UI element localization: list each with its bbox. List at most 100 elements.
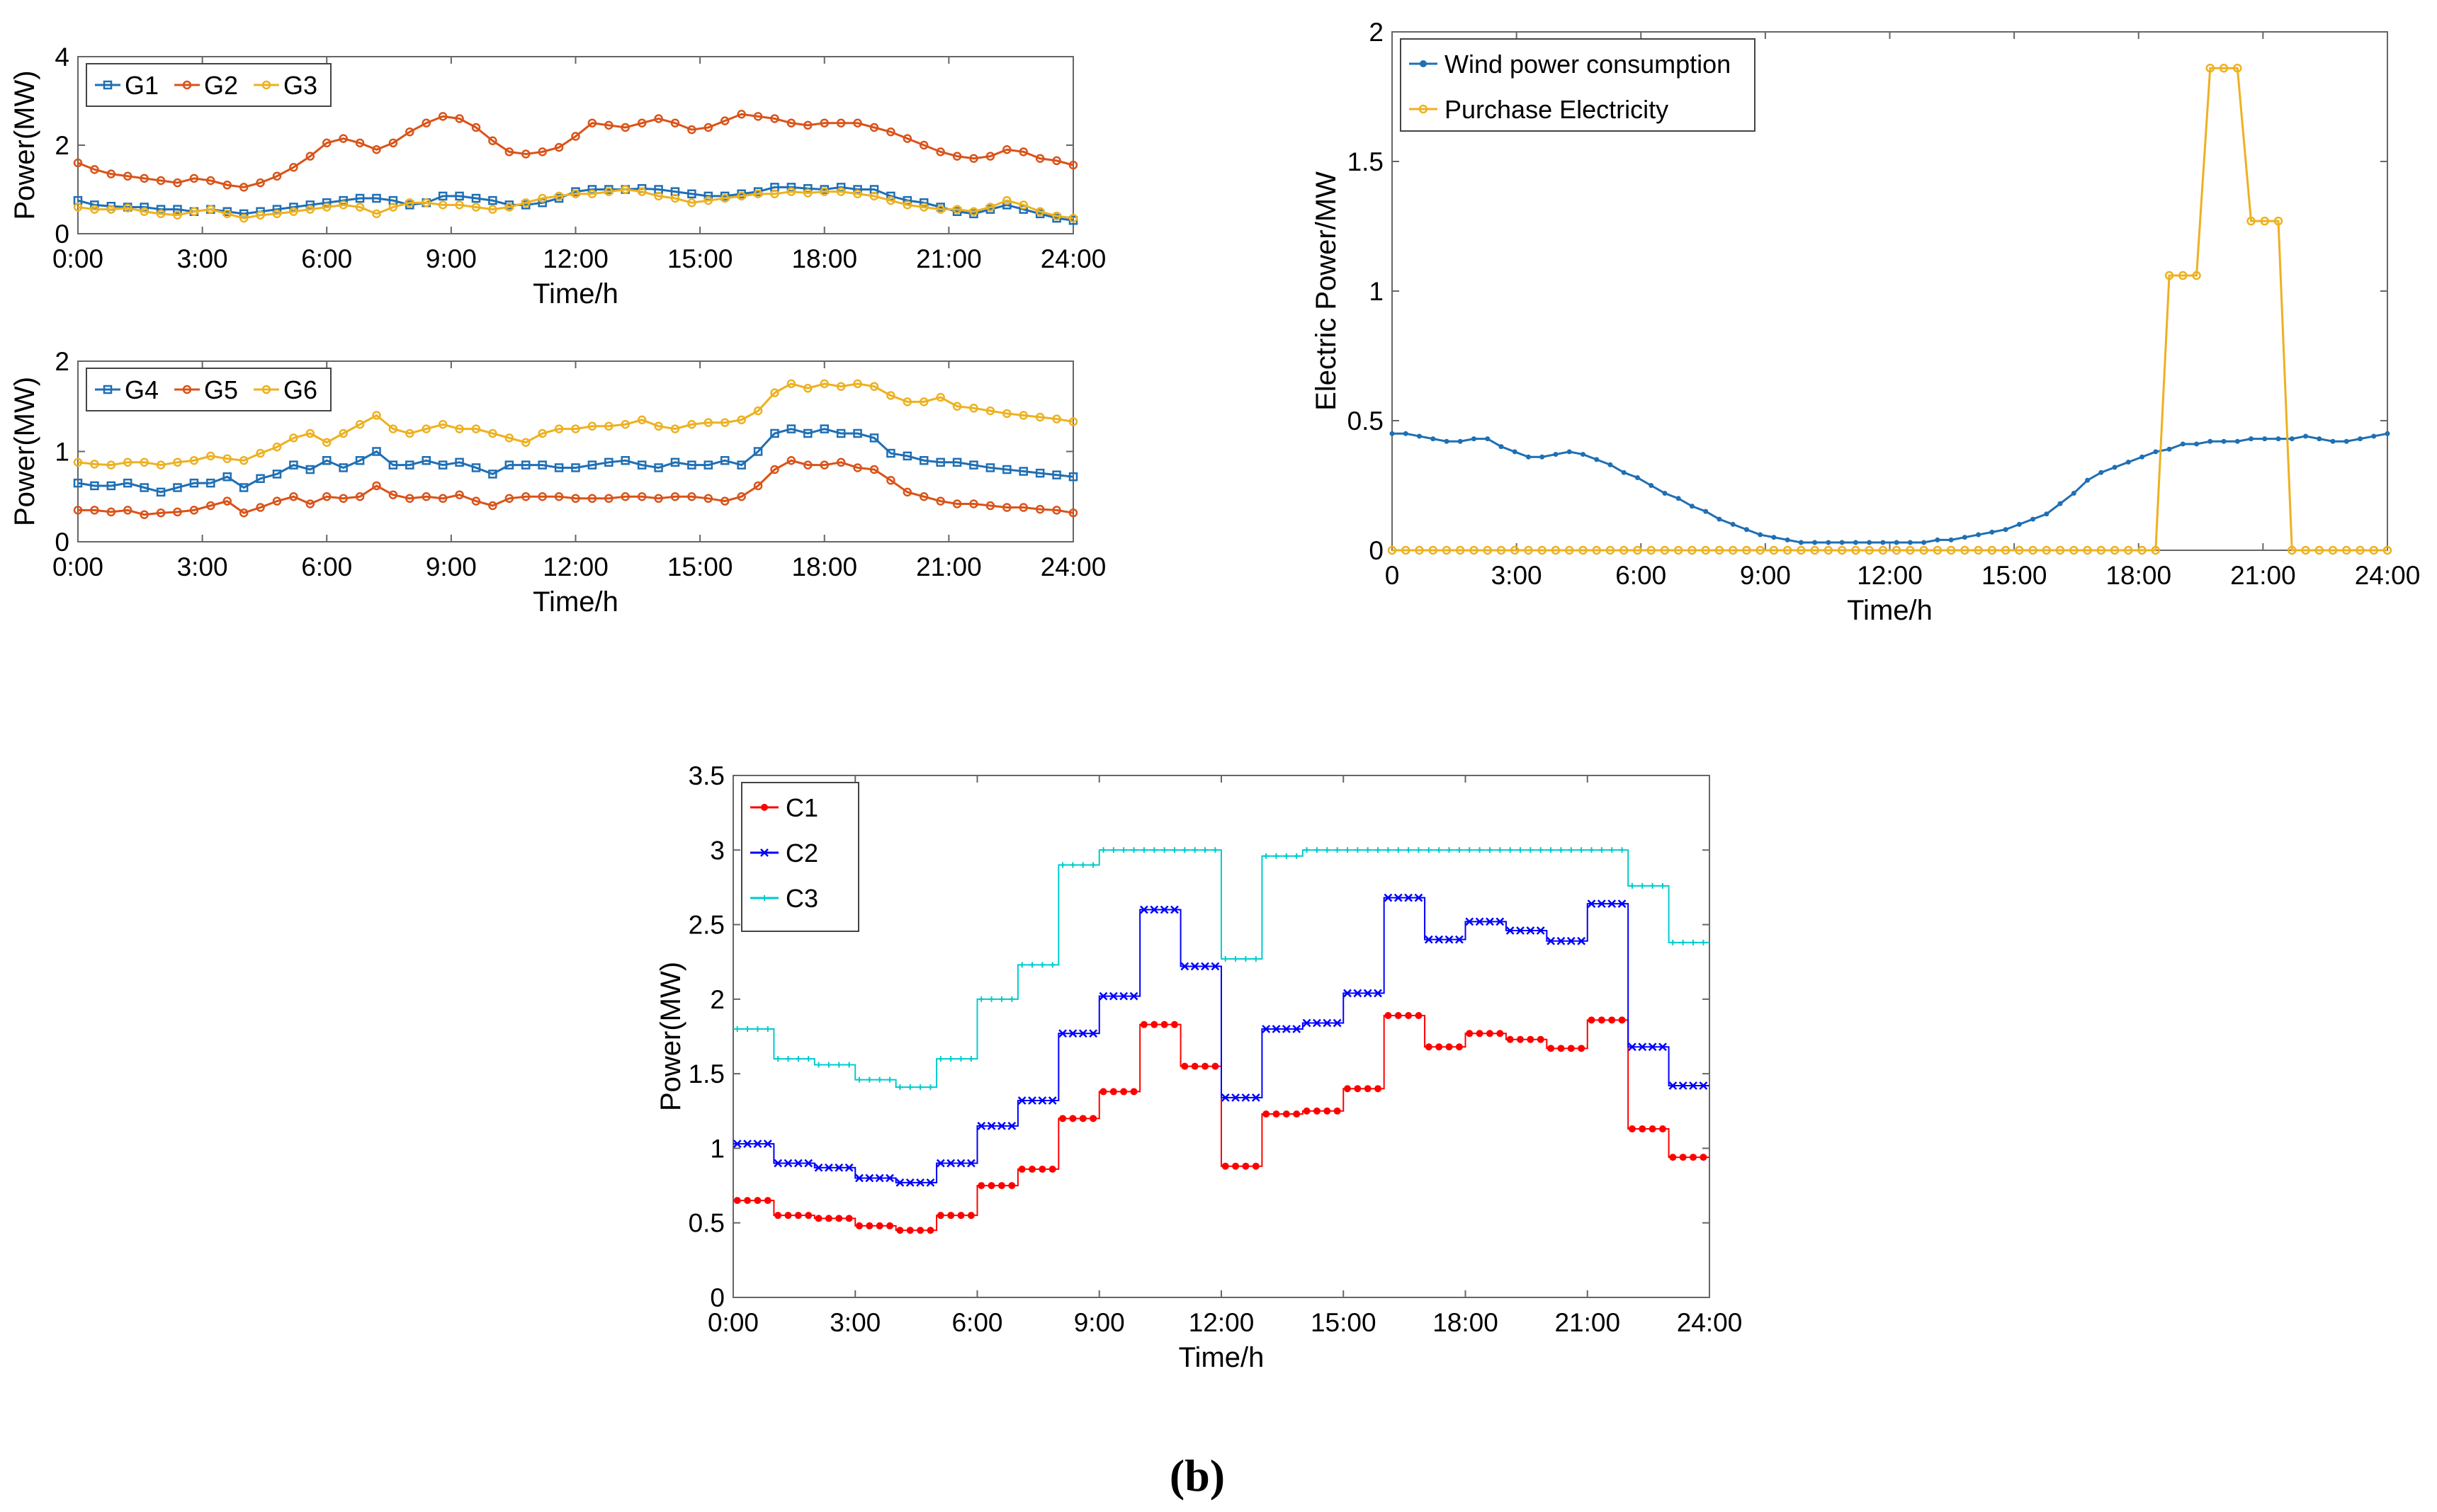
data-point-C2	[1444, 935, 1454, 944]
data-point-Wind power consumption	[1594, 457, 1600, 462]
data-point-G5	[73, 506, 83, 515]
data-point-C3	[1141, 847, 1147, 853]
data-point-G4	[920, 456, 929, 465]
data-point-C1	[1191, 1062, 1199, 1070]
data-point-G2	[156, 176, 166, 186]
data-point-G2	[803, 120, 813, 130]
data-point-C2	[1282, 1025, 1291, 1033]
data-point-C1	[1221, 1162, 1229, 1170]
x-tick-label: 18:00	[1432, 1308, 1498, 1337]
data-point-Purchase Electricity	[1592, 545, 1601, 555]
data-point-G4	[985, 463, 995, 472]
x-tick-label: 0	[1385, 561, 1400, 590]
data-point-G2	[388, 138, 398, 148]
data-point-Wind power consumption	[2030, 516, 2036, 522]
data-point-C3	[968, 1056, 974, 1062]
data-point-G3	[604, 187, 614, 196]
data-point-G4	[388, 460, 398, 470]
data-point-C2	[875, 1173, 884, 1183]
data-point-C2	[987, 1121, 996, 1130]
data-point-G6	[952, 402, 962, 411]
data-point-G6	[554, 424, 564, 433]
data-point-G4	[90, 481, 99, 491]
data-point-G5	[1052, 506, 1061, 515]
y-tick-label: 0	[710, 1283, 725, 1312]
x-tick-label: 9:00	[426, 552, 477, 581]
data-point-C2	[1241, 1093, 1250, 1102]
data-point-Purchase Electricity	[1755, 545, 1765, 555]
y-tick-label: 0	[55, 528, 69, 557]
data-point-G3	[703, 195, 713, 205]
data-point-G6	[239, 456, 249, 465]
data-point-G2	[521, 149, 531, 159]
data-point-Purchase Electricity	[2369, 545, 2379, 555]
data-point-C1	[1527, 1035, 1534, 1043]
data-point-G5	[869, 465, 879, 474]
legend-label-C2: C2	[786, 839, 818, 868]
data-point-G3	[521, 198, 531, 208]
data-point-G2	[206, 176, 215, 186]
data-point-G4	[654, 463, 663, 472]
data-point-C1	[1455, 1043, 1463, 1051]
y-tick-label: 2.5	[689, 911, 725, 940]
y-axis-label: Power(MW)	[9, 70, 40, 220]
x-tick-label: 12:00	[1189, 1308, 1255, 1337]
series-line-Purchase Electricity	[1392, 67, 2387, 552]
data-point-G6	[670, 424, 680, 433]
data-point-G6	[869, 382, 879, 391]
data-point-C2	[1363, 989, 1372, 998]
data-point-G6	[106, 460, 116, 470]
data-point-Purchase Electricity	[2288, 545, 2297, 555]
data-point-C1	[1394, 1012, 1402, 1020]
data-point-Wind power consumption	[1675, 496, 1681, 501]
x-tick-label: 6:00	[951, 1308, 1002, 1337]
data-point-G2	[405, 127, 414, 137]
data-point-C1	[1160, 1021, 1168, 1028]
data-point-C1	[825, 1215, 832, 1222]
legend-marker-G3	[261, 80, 271, 90]
data-point-C1	[754, 1197, 762, 1205]
y-tick-label: 2	[55, 347, 69, 376]
data-point-C3	[917, 1084, 924, 1091]
data-point-Wind power consumption	[2057, 501, 2063, 506]
data-point-Purchase Electricity	[2356, 545, 2365, 555]
data-point-C2	[886, 1173, 894, 1183]
data-point-Purchase Electricity	[1728, 545, 1738, 555]
data-point-G3	[405, 198, 414, 208]
data-point-G3	[73, 203, 83, 212]
data-point-C2	[1099, 991, 1108, 1001]
data-point-G3	[654, 191, 663, 201]
data-point-G2	[853, 118, 862, 127]
data-point-C3	[785, 1056, 791, 1062]
data-point-Wind power consumption	[1730, 521, 1736, 527]
data-point-C3	[1202, 847, 1209, 853]
data-point-C3	[1395, 847, 1401, 853]
data-point-C2	[936, 1159, 945, 1168]
data-point-G3	[455, 200, 464, 210]
data-point-C2	[1505, 926, 1515, 935]
data-point-C3	[1436, 847, 1442, 853]
data-point-C2	[1302, 1018, 1311, 1028]
data-point-Purchase Electricity	[2342, 545, 2351, 555]
data-point-C3	[836, 1062, 842, 1068]
data-point-Purchase Electricity	[2015, 545, 2024, 555]
data-point-Wind power consumption	[1976, 532, 1981, 538]
x-tick-label: 3:00	[177, 552, 228, 581]
data-point-G3	[305, 205, 315, 214]
data-point-Wind power consumption	[1758, 532, 1763, 538]
data-point-C2	[1597, 899, 1606, 908]
data-point-G6	[305, 428, 315, 438]
data-point-Purchase Electricity	[1401, 545, 1410, 555]
data-point-C3	[866, 1076, 873, 1083]
data-point-G4	[455, 457, 464, 467]
x-axis-label: Time/h	[533, 278, 618, 309]
data-point-C3	[1060, 862, 1066, 868]
data-point-G5	[670, 492, 680, 501]
data-point-G5	[305, 499, 315, 508]
data-point-G3	[289, 207, 298, 216]
data-point-C3	[1080, 862, 1086, 868]
data-point-Wind power consumption	[2371, 433, 2377, 439]
data-point-Purchase Electricity	[1660, 545, 1670, 555]
data-point-C1	[947, 1212, 955, 1220]
legend-marker-G6	[261, 385, 271, 394]
